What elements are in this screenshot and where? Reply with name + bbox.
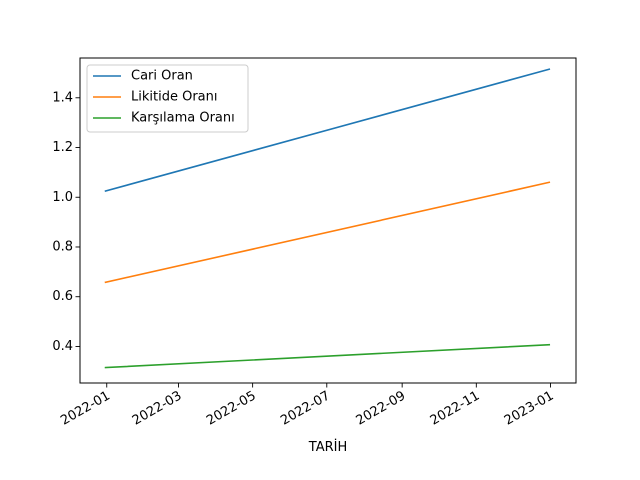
x-tick-label: 2022-05 — [204, 388, 259, 428]
plot-frame — [79, 57, 577, 384]
legend: Cari Oran Likitide Oranı Karşılama Oranı — [86, 64, 249, 133]
series-line-0 — [104, 68, 551, 193]
legend-label-0: Cari Oran — [131, 69, 193, 84]
series-layer — [104, 68, 551, 369]
y-tick-label: 1.4 — [52, 90, 73, 105]
x-tick-label: 2022-03 — [130, 388, 185, 428]
legend-box — [86, 64, 249, 133]
x-axis: 2022-01 2022-03 2022-05 2022-07 2022-09 2022-… — [58, 383, 556, 429]
x-tick-label: 2023-01 — [502, 388, 557, 428]
legend-label-2: Karşılama Oranı — [131, 111, 235, 126]
x-tick-label: 2022-07 — [278, 388, 333, 428]
x-tick-label: 2022-01 — [58, 388, 113, 428]
legend-label-1: Likitide Oranı — [131, 90, 217, 105]
y-tick-label: 1.2 — [52, 140, 73, 155]
series-line-1 — [104, 181, 551, 284]
y-tick-label: 0.4 — [52, 339, 73, 354]
y-axis: 0.4 0.6 0.8 1.0 1.2 1.4 — [52, 90, 80, 354]
series-line-2 — [104, 343, 551, 369]
x-tick-label: 2022-09 — [354, 388, 409, 428]
x-axis-label: TARİH — [308, 439, 347, 455]
y-tick-label: 0.6 — [52, 289, 73, 304]
x-tick-label: 2022-11 — [428, 388, 483, 428]
y-tick-label: 1.0 — [52, 190, 73, 205]
y-tick-label: 0.8 — [52, 239, 73, 254]
